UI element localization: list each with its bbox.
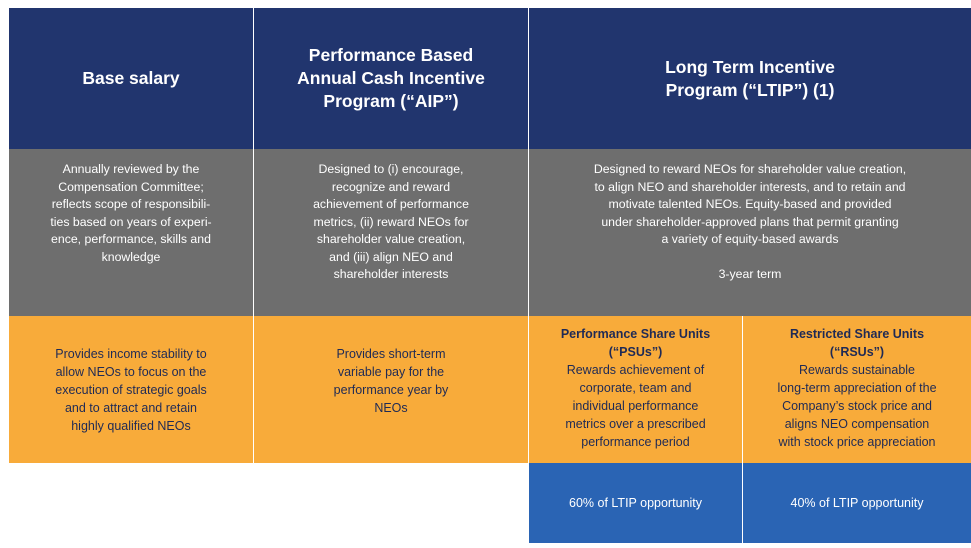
ltip-description-text: Designed to reward NEOs for shareholder …: [593, 162, 907, 246]
ltip-description: Designed to reward NEOs for shareholder …: [529, 149, 971, 316]
aip-header: Performance Based Annual Cash Incentive …: [254, 8, 528, 149]
rsu-weight-text: 40% of LTIP opportunity: [790, 496, 924, 510]
column-divider: [742, 316, 743, 543]
base-salary-purpose-text: Provides income stability to allow NEOs …: [55, 346, 207, 433]
base-salary-purpose: Provides income stability to allow NEOs …: [9, 316, 253, 463]
aip-description: Designed to (i) encourage, recognize and…: [254, 149, 528, 316]
rsu-title: Restricted Share Units (“RSUs”): [789, 327, 925, 359]
ltip-term: 3-year term: [718, 266, 782, 281]
psu-title: Performance Share Units (“PSUs”): [560, 327, 711, 359]
aip-title: Performance Based Annual Cash Incentive …: [297, 45, 485, 111]
base-salary-description: Annually reviewed by the Compensation Co…: [9, 149, 253, 316]
rsu-purpose: Restricted Share Units (“RSUs”) Rewards …: [743, 316, 971, 463]
column-divider: [528, 8, 529, 543]
aip-purpose-text: Provides short-term variable pay for the…: [333, 347, 449, 415]
psu-weight-text: 60% of LTIP opportunity: [569, 496, 702, 510]
rsu-weight: 40% of LTIP opportunity: [743, 463, 971, 543]
aip-purpose: Provides short-term variable pay for the…: [254, 316, 528, 463]
ltip-header: Long Term Incentive Program (“LTIP”) (1): [529, 8, 971, 149]
base-salary-title: Base salary: [82, 68, 180, 88]
aip-description-text: Designed to (i) encourage, recognize and…: [313, 162, 469, 281]
column-divider: [253, 8, 254, 463]
base-salary-header: Base salary: [9, 8, 253, 149]
base-salary-description-text: Annually reviewed by the Compensation Co…: [50, 162, 212, 264]
rsu-text: Rewards sustainable long-term appreciati…: [777, 363, 937, 449]
psu-purpose: Performance Share Units (“PSUs”) Rewards…: [529, 316, 742, 463]
psu-text: Rewards achievement of corporate, team a…: [565, 363, 706, 449]
ltip-title: Long Term Incentive Program (“LTIP”) (1): [665, 56, 835, 100]
psu-weight: 60% of LTIP opportunity: [529, 463, 742, 543]
